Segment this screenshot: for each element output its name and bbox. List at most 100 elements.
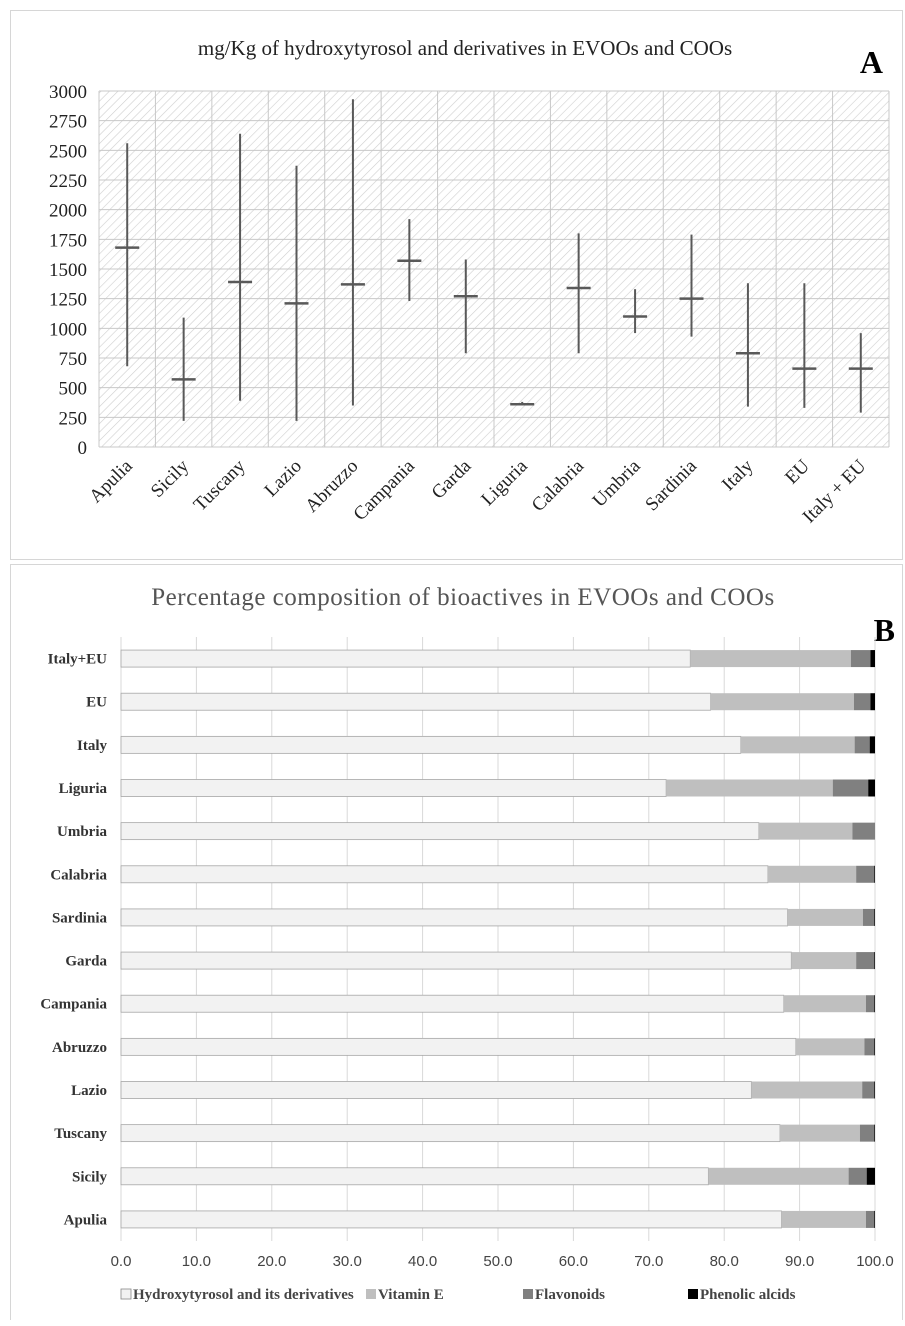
bar-segment-italy-eu-1 bbox=[690, 650, 851, 668]
chart-a-y-tick-label: 2500 bbox=[49, 141, 87, 162]
chart-b-category-label: Italy+EU bbox=[48, 652, 108, 668]
bar-segment-tuscany-3 bbox=[874, 1124, 875, 1142]
bar-segment-apulia-1 bbox=[781, 1210, 866, 1228]
chart-a-range-marks bbox=[115, 99, 873, 421]
bar-segment-tuscany-0 bbox=[120, 1124, 781, 1143]
chart-b-category-label: Italy bbox=[77, 738, 108, 754]
bar-segment-lazio-2 bbox=[862, 1081, 875, 1099]
bar-segment-tuscany-2 bbox=[859, 1124, 875, 1142]
bar-segment-lazio-1 bbox=[751, 1081, 863, 1099]
bar-segment-eu-2 bbox=[853, 693, 871, 711]
chart-a-x-tick-label: Liguria bbox=[477, 455, 532, 510]
chart-b-category-label: Garda bbox=[65, 954, 107, 970]
chart-a-x-tick-label: Apulia bbox=[85, 455, 137, 507]
bar-segment-italy-3 bbox=[869, 736, 875, 754]
chart-b-category-label: Liguria bbox=[59, 781, 108, 797]
chart-a-x-tick-label: Italy bbox=[718, 455, 758, 495]
bar-segment-campania-3 bbox=[874, 995, 875, 1013]
chart-b-x-axis: 0.0 10.0 20.0 30.0 40.0 50.0 60.0 70.0 80.0 90.0 1… bbox=[111, 1253, 894, 1270]
bar-segment-garda-3 bbox=[874, 952, 875, 970]
bar-segment-apulia-0 bbox=[120, 1210, 782, 1229]
bar-segment-liguria-3 bbox=[868, 779, 875, 797]
chart-a-y-tick-label: 2250 bbox=[49, 171, 87, 192]
bar-segment-sardinia-2 bbox=[862, 908, 875, 926]
chart-b-x-tick-label: 0.0 bbox=[111, 1253, 132, 1270]
chart-b-y-axis: Italy+EU EU Italy Liguria Umbria Calabria Sard… bbox=[40, 652, 107, 1229]
bar-segment-eu-0 bbox=[120, 692, 712, 711]
bar-segment-apulia-2 bbox=[865, 1210, 875, 1228]
chart-a-title: mg/Kg of hydroxytyrosol and derivatives … bbox=[198, 36, 732, 60]
bar-segment-abruzzo-1 bbox=[795, 1038, 865, 1056]
chart-b-x-tick-label: 60.0 bbox=[559, 1253, 588, 1270]
bar-segment-sicily-1 bbox=[708, 1167, 849, 1185]
legend-label-1: Vitamin E bbox=[378, 1287, 444, 1303]
bar-segment-italy-eu-3 bbox=[870, 650, 875, 668]
chart-a-y-tick-label: 250 bbox=[59, 408, 88, 429]
chart-b-category-label: Lazio bbox=[71, 1083, 107, 1099]
bar-segment-lazio-3 bbox=[874, 1081, 875, 1099]
bar-segment-campania-0 bbox=[120, 994, 785, 1013]
chart-a-x-tick-label: Campania bbox=[350, 455, 420, 525]
chart-b-x-tick-label: 70.0 bbox=[634, 1253, 663, 1270]
chart-b-category-label: Umbria bbox=[57, 824, 107, 840]
bar-segment-calabria-0 bbox=[120, 865, 769, 884]
legend-label-0: Hydroxytyrosol and its derivatives bbox=[133, 1287, 354, 1303]
bar-segment-umbria-1 bbox=[758, 822, 853, 840]
bar-segment-calabria-2 bbox=[856, 865, 875, 883]
chart-a-y-axis: 0 250 500 750 1000 1250 1500 1750 2000 2250 2500 27… bbox=[49, 82, 87, 459]
chart-b-x-tick-label: 90.0 bbox=[785, 1253, 814, 1270]
chart-a-y-tick-label: 1250 bbox=[49, 290, 87, 311]
legend-label-3: Phenolic alcids bbox=[700, 1287, 796, 1303]
bar-segment-sardinia-1 bbox=[787, 908, 863, 926]
bar-segment-italy-eu-0 bbox=[120, 649, 691, 668]
chart-a-y-tick-label: 750 bbox=[59, 349, 88, 370]
chart-b-frame: Percentage composition of bioactives in … bbox=[10, 564, 903, 1320]
bar-segment-italy-2 bbox=[854, 736, 870, 754]
bar-segment-eu-3 bbox=[870, 693, 875, 711]
chart-b-category-label: Calabria bbox=[50, 867, 107, 883]
chart-a: mg/Kg of hydroxytyrosol and derivatives … bbox=[49, 36, 890, 527]
bar-segment-liguria-1 bbox=[666, 779, 833, 797]
chart-b-category-label: Campania bbox=[40, 997, 107, 1013]
chart-b-category-label: Sicily bbox=[72, 1169, 108, 1185]
bar-segment-umbria-0 bbox=[120, 822, 760, 841]
chart-a-x-tick-label: Lazio bbox=[261, 456, 306, 501]
chart-a-x-tick-label: Garda bbox=[428, 455, 476, 503]
chart-b: Percentage composition of bioactives in … bbox=[40, 584, 895, 1303]
chart-a-x-tick-label: Sardinia bbox=[641, 455, 701, 515]
bar-segment-campania-1 bbox=[783, 995, 866, 1013]
bar-segment-sicily-2 bbox=[848, 1167, 867, 1185]
chart-b-bars bbox=[120, 649, 875, 1229]
bar-segment-sicily-3 bbox=[866, 1167, 875, 1185]
chart-a-x-tick-label: Tuscany bbox=[190, 455, 250, 515]
legend-swatch-3 bbox=[688, 1289, 698, 1299]
chart-b-x-tick-label: 80.0 bbox=[710, 1253, 739, 1270]
chart-b-category-label: Abruzzo bbox=[52, 1040, 107, 1056]
bar-segment-abruzzo-2 bbox=[864, 1038, 875, 1056]
chart-a-y-tick-label: 1000 bbox=[49, 319, 87, 340]
legend-swatch-0 bbox=[120, 1288, 132, 1300]
chart-b-category-label: Tuscany bbox=[54, 1126, 107, 1142]
bar-segment-garda-0 bbox=[120, 951, 792, 970]
panel-letter-b: B bbox=[874, 612, 895, 648]
bar-segment-eu-1 bbox=[710, 693, 854, 711]
legend-label-2: Flavonoids bbox=[535, 1287, 605, 1303]
bar-segment-italy-eu-2 bbox=[850, 650, 871, 668]
chart-b-gridlines bbox=[120, 637, 876, 1241]
bar-segment-sicily-0 bbox=[120, 1167, 709, 1186]
bar-segment-campania-2 bbox=[865, 995, 875, 1013]
bar-segment-sardinia-0 bbox=[120, 908, 788, 927]
bar-segment-abruzzo-3 bbox=[874, 1038, 875, 1056]
chart-b-x-tick-label: 100.0 bbox=[856, 1253, 894, 1270]
bar-segment-sardinia-3 bbox=[874, 908, 875, 926]
chart-a-x-tick-label: Umbria bbox=[589, 455, 645, 511]
bar-segment-apulia-3 bbox=[874, 1210, 875, 1228]
chart-a-y-tick-label: 500 bbox=[59, 379, 88, 400]
chart-b-category-label: EU bbox=[86, 695, 107, 711]
bar-segment-liguria-0 bbox=[120, 779, 667, 797]
chart-b-x-tick-label: 40.0 bbox=[408, 1253, 437, 1270]
chart-a-y-tick-label: 1750 bbox=[49, 230, 87, 251]
chart-b-x-tick-label: 30.0 bbox=[333, 1253, 362, 1270]
bar-segment-umbria-2 bbox=[852, 822, 875, 840]
